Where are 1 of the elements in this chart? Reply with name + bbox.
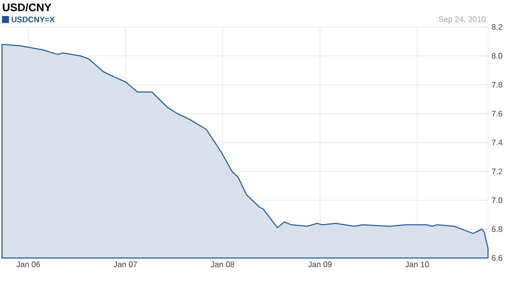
chart-title: USD/CNY	[2, 3, 52, 12]
